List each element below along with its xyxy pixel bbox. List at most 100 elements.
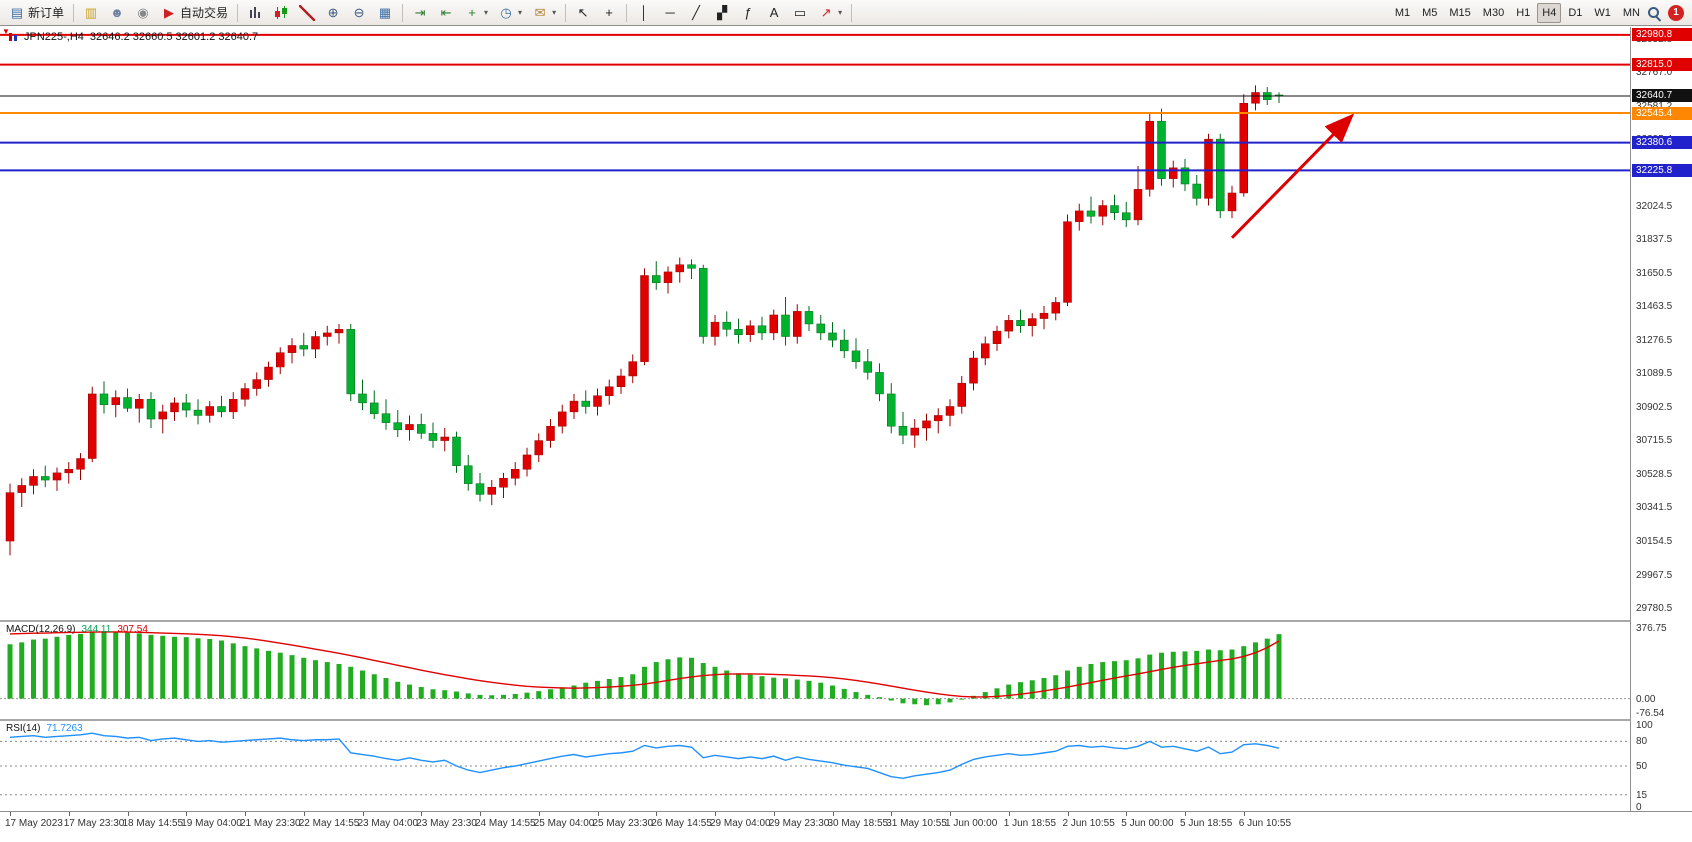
timeframe-m30[interactable]: M30 (1478, 3, 1509, 23)
price-line-badge: 32545.4 (1632, 106, 1692, 120)
time-axis-label: 6 Jun 10:55 (1238, 818, 1292, 829)
new-order-button[interactable]: ▤ 新订单 (5, 2, 68, 24)
price-chart[interactable] (0, 27, 1630, 620)
auto-scroll-button[interactable]: ⇥ (408, 2, 432, 24)
macd-axis-label: 376.75 (1636, 623, 1667, 634)
clock-icon: ◷ (500, 4, 512, 20)
timeframe-mn[interactable]: MN (1618, 3, 1645, 23)
price-axis[interactable]: 32952.832767.032581.232395.432209.632024… (1630, 27, 1692, 813)
price-axis-label: 32024.5 (1636, 200, 1673, 212)
rsi-axis-label: 100 (1636, 720, 1653, 731)
channel-button[interactable]: ▞ (710, 2, 734, 24)
price-axis-label: 32581.2 (1636, 101, 1672, 112)
trend-arrow[interactable] (1230, 113, 1355, 239)
template-mail-icon: ✉ (534, 4, 546, 20)
rsi-info: RSI(14) 71.7263 (6, 723, 83, 734)
price-axis-label: 31837.5 (1636, 234, 1673, 246)
price-axis-label: 31650.5 (1636, 267, 1673, 279)
timeframe-m15[interactable]: M15 (1444, 3, 1475, 23)
arrows-object-button[interactable]: ↗ ▾ (814, 2, 846, 24)
chart-shift-button[interactable]: ⇤ (434, 2, 458, 24)
dropdown-caret-icon: ▾ (484, 8, 489, 17)
macd-title: MACD(12,26,9) (6, 624, 76, 635)
timeframe-w1[interactable]: W1 (1589, 3, 1616, 23)
panel-separator[interactable] (0, 620, 1692, 622)
macd-value: 344.11 (81, 624, 112, 635)
time-axis-label: 21 May 23:30 (240, 818, 301, 829)
tile-windows-icon: ▦ (378, 4, 392, 20)
fibonacci-button[interactable]: ƒ (736, 2, 760, 24)
time-axis-label: 5 Jun 18:55 (1180, 818, 1233, 829)
toolbar-separator (73, 3, 75, 22)
text-button[interactable]: A (762, 2, 786, 24)
timeframe-h1[interactable]: H1 (1511, 3, 1535, 23)
notification-badge[interactable]: 1 (1668, 4, 1684, 21)
macd-axis-label: 0.00 (1636, 693, 1656, 705)
zoom-out-button[interactable]: ⊖ (347, 2, 371, 24)
autotrading-play-icon: ▶ (164, 4, 175, 20)
time-tick (538, 812, 540, 816)
period-button[interactable]: ◷ ▾ (494, 2, 526, 24)
timeframe-h4[interactable]: H4 (1537, 2, 1562, 23)
price-axis-label: 32767.0 (1636, 67, 1673, 79)
time-axis-label: 31 May 10:55 (886, 818, 947, 829)
auto-scroll-icon: ⇥ (414, 4, 426, 20)
autotrading-button[interactable]: ▶ 自动交易 (157, 2, 232, 24)
tile-windows-button[interactable]: ▦ (373, 2, 397, 24)
profile-button[interactable]: ☻ (105, 2, 129, 24)
vertical-line-icon: │ (640, 4, 649, 20)
panel-separator[interactable] (0, 719, 1692, 721)
time-tick (715, 812, 716, 816)
time-axis-label: 30 May 18:55 (827, 818, 889, 829)
price-line-badge: 32225.8 (1632, 163, 1692, 177)
cursor-button[interactable]: ↖ (571, 2, 595, 24)
rsi-axis-label: 50 (1636, 761, 1648, 772)
text-label-icon: ▭ (793, 4, 807, 20)
price-axis-label: 31089.5 (1636, 368, 1673, 380)
indicators-button[interactable]: + ▾ (460, 2, 492, 24)
chart-shift-icon: ⇤ (440, 4, 452, 20)
new-order-icon: ▤ (10, 4, 24, 20)
macd-panel[interactable] (0, 622, 1630, 719)
fibonacci-icon: ƒ (744, 4, 752, 20)
time-axis-label: 25 May 04:00 (533, 818, 595, 829)
rsi-axis-label: 0 (1636, 802, 1642, 813)
line-chart-mode-button[interactable] (295, 2, 319, 24)
trendline-button[interactable]: ╱ (684, 2, 708, 24)
text-icon: A (769, 4, 779, 20)
toolbar-right: 1 (1646, 4, 1688, 21)
timeframe-toolbar: M1 M5 M15 M30 H1 H4 D1 W1 MN (1389, 2, 1646, 23)
record-button[interactable]: ◉ (131, 2, 155, 24)
zoom-in-button[interactable]: ⊕ (321, 2, 345, 24)
timeframe-d1[interactable]: D1 (1563, 3, 1587, 23)
time-tick (773, 812, 775, 816)
time-axis-label: 18 May 14:55 (122, 818, 184, 829)
candle-chart-mode-button[interactable] (269, 2, 293, 24)
crosshair-button[interactable]: + (597, 2, 621, 24)
timeframe-m1[interactable]: M1 (1390, 3, 1415, 23)
template-button[interactable]: ✉ ▾ (528, 2, 560, 24)
charts-window-button[interactable]: ▥ (79, 2, 103, 24)
time-axis-border (0, 811, 1692, 812)
arrow-object-icon: ↗ (820, 4, 832, 20)
price-axis-label: 30902.5 (1636, 401, 1673, 413)
zoom-out-icon: ⊖ (353, 4, 365, 20)
search-icon[interactable] (1646, 5, 1662, 21)
macd-signal-value: 307.54 (117, 624, 148, 635)
label-button[interactable]: ▭ (788, 2, 812, 24)
new-order-button-label: 新订单 (28, 6, 65, 20)
vertical-line-button[interactable]: │ (632, 2, 656, 24)
ohlc-bars-icon (247, 4, 264, 21)
bar-chart-mode-button[interactable] (243, 2, 267, 24)
time-axis[interactable]: 17 May 2023 17 May 23:30 18 May 14:55 19 Ma… (0, 812, 1692, 842)
timeframe-m5[interactable]: M5 (1417, 3, 1442, 23)
horizontal-line-button[interactable]: ─ (658, 2, 682, 24)
price-line-badge: 32815.0 (1632, 58, 1692, 72)
rsi-panel[interactable] (0, 721, 1630, 811)
time-tick (1067, 812, 1069, 816)
dropdown-caret-icon: ▾ (838, 8, 843, 17)
channel-icon: ▞ (717, 4, 728, 20)
time-tick (891, 812, 893, 816)
time-axis-label: 29 May 23:30 (768, 818, 830, 829)
